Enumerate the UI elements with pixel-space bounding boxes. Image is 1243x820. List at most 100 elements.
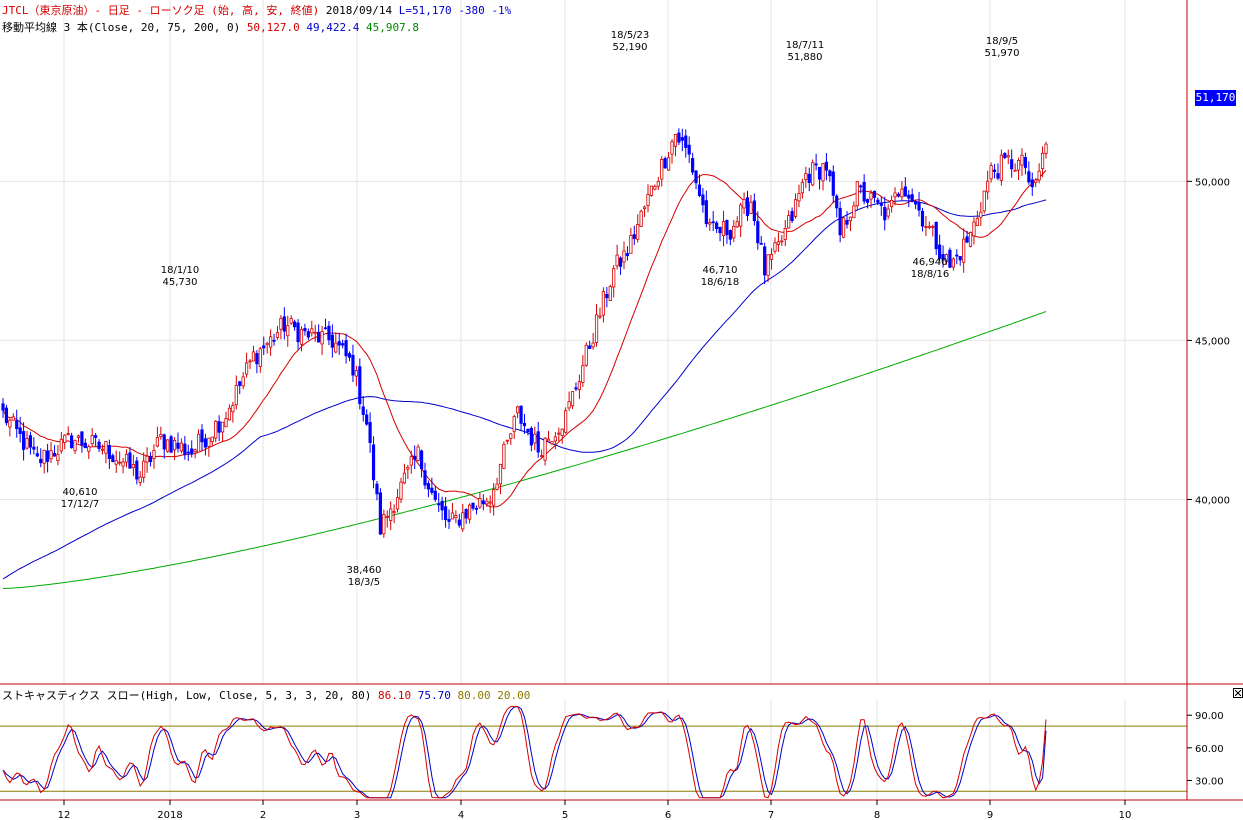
candle-body (4, 407, 9, 424)
candle-body (1027, 171, 1031, 183)
candle-body (697, 184, 702, 196)
candle-body (190, 448, 194, 455)
candle-body (653, 186, 657, 190)
candle-body (588, 345, 592, 349)
close-icon[interactable] (1233, 688, 1243, 698)
candle-body (910, 194, 914, 202)
header-date: 2018/09/14 (325, 4, 393, 17)
candle-body (344, 340, 348, 357)
candle-body (399, 481, 403, 500)
candle-body (553, 436, 557, 442)
candle-body (673, 134, 678, 147)
stoch-tick-label: 90.00 (1195, 711, 1224, 722)
candle-body (979, 211, 983, 218)
candle-body (927, 225, 931, 228)
ma-label: 移動平均線 3 本(Close, 20, 75, 200, 0) (2, 21, 241, 34)
candle-body (859, 185, 863, 188)
candle-body (183, 443, 187, 455)
candle-body (468, 504, 472, 520)
candle-body (1044, 143, 1048, 154)
candle-body (934, 221, 938, 250)
candle-body (389, 508, 393, 522)
x-tick-label: 10 (1119, 810, 1132, 820)
candle-body (519, 405, 523, 424)
candle-body (334, 342, 338, 353)
candle-body (440, 500, 444, 511)
candle-body (632, 234, 636, 239)
ma-value-20: 50,127.0 (246, 21, 300, 34)
annotation-label: 18/1/10 (161, 265, 200, 276)
candle-body (310, 328, 314, 334)
candle-body (756, 221, 760, 244)
candle-body (776, 241, 780, 245)
candle-body (660, 159, 664, 180)
candle-body (426, 483, 431, 490)
candle-body (629, 235, 633, 254)
candle-body (413, 455, 417, 460)
candle-body (560, 428, 564, 436)
candle-body (142, 460, 146, 478)
candle-body (49, 450, 53, 460)
candle-body (107, 445, 111, 459)
candle-body (728, 230, 732, 240)
candle-body (1006, 155, 1010, 158)
candle-body (32, 446, 36, 450)
candle-body (656, 181, 660, 187)
candle-body (872, 190, 877, 198)
candle-body (200, 429, 204, 443)
candle-body (1013, 169, 1017, 172)
candle-body (687, 144, 691, 155)
candle-body (649, 185, 654, 196)
candle-body (73, 440, 77, 452)
candle-body (100, 448, 105, 451)
candle-body (464, 509, 468, 519)
stoch-label: ストキャスティクス スロー(High, Low, Close, 5, 3, 3,… (2, 689, 372, 702)
candle-body (255, 353, 259, 365)
candle-body (735, 221, 739, 228)
ma75-path (2, 199, 1047, 580)
candle-body (732, 226, 736, 239)
candle-body (670, 141, 674, 155)
candle-body (691, 158, 695, 173)
candle-body (903, 186, 907, 197)
candle-body (317, 331, 321, 343)
candle-body (962, 238, 966, 263)
candle-body (169, 436, 173, 453)
candle-body (848, 216, 853, 222)
ma20-line (2, 170, 1047, 508)
candle-body (883, 207, 887, 221)
candle-body (715, 222, 719, 230)
x-tick-label: 8 (874, 810, 880, 820)
candle-body (701, 194, 705, 206)
candle-body (80, 431, 84, 446)
candle-body (598, 315, 602, 318)
candle-body (718, 226, 722, 234)
candle-body (450, 512, 455, 520)
candle-body (368, 422, 372, 443)
candle-body (306, 331, 310, 338)
candle-body (52, 452, 57, 457)
candle-body (234, 384, 238, 406)
annotation-label: 18/6/18 (701, 277, 740, 288)
annotation-label: 18/9/5 (986, 36, 1018, 47)
candle-body (941, 254, 945, 261)
candle-body (1003, 152, 1007, 158)
candle-body (104, 441, 108, 454)
candle-body (382, 514, 386, 535)
candle-body (220, 421, 225, 433)
candle-body (159, 434, 163, 437)
candle-body (124, 453, 129, 463)
candle-body (608, 286, 612, 301)
ma-value-75: 49,422.4 (306, 21, 360, 34)
candle-body (828, 170, 832, 177)
candle-body (824, 161, 829, 171)
candle-body (584, 344, 588, 366)
candle-body (855, 181, 859, 207)
annotation-label: 38,460 (347, 565, 382, 576)
candle-body (179, 442, 184, 452)
candle-body (118, 461, 122, 464)
annotation-label: 46,940 (913, 257, 948, 268)
ma20-path (2, 170, 1047, 508)
